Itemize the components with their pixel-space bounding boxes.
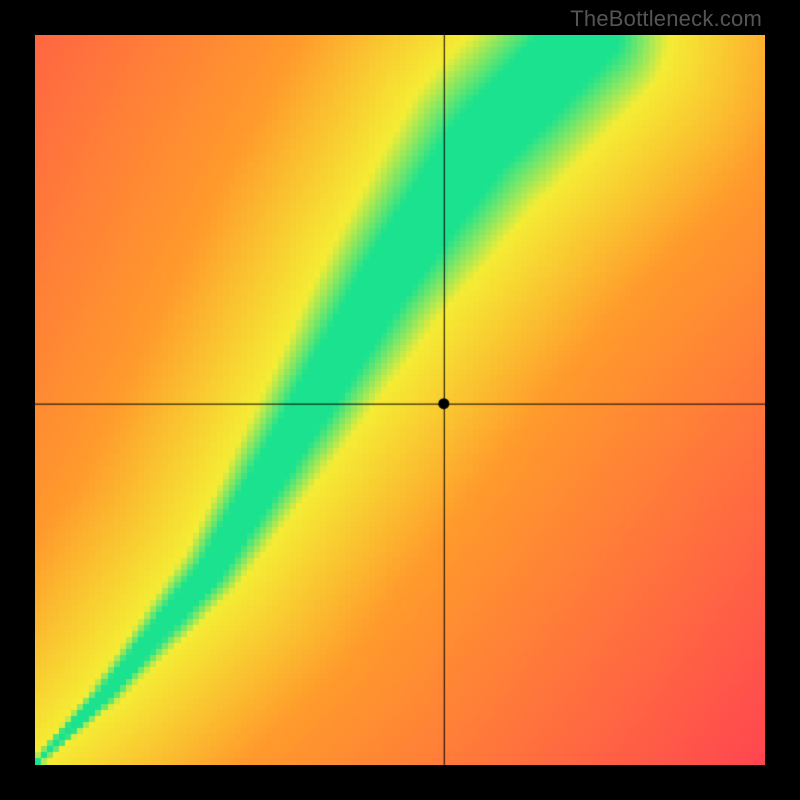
- bottleneck-heatmap: [35, 35, 765, 765]
- watermark-text: TheBottleneck.com: [570, 6, 762, 32]
